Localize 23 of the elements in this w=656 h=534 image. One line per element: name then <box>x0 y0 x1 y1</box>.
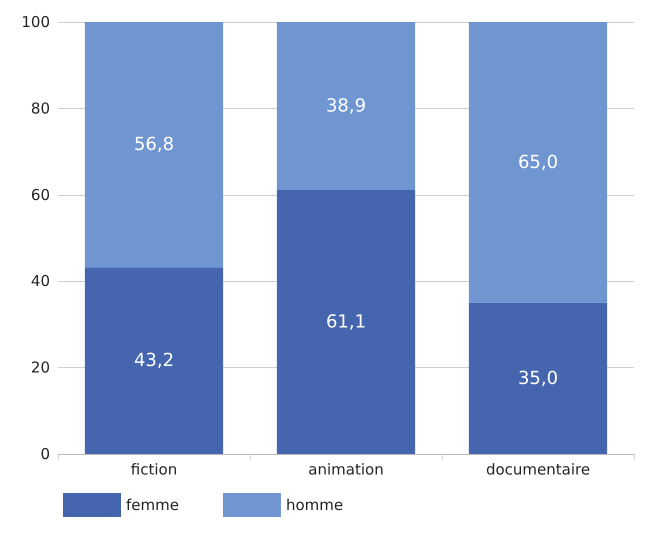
y-tick-label: 0 <box>40 445 50 463</box>
bar <box>276 22 416 190</box>
data-label: 43,2 <box>134 350 174 372</box>
bar <box>276 190 416 454</box>
y-tick-label: 80 <box>30 99 50 118</box>
legend-label: homme <box>286 496 344 514</box>
data-label: 38,9 <box>326 96 366 117</box>
bar <box>468 22 608 303</box>
y-tick-label: 40 <box>30 272 50 290</box>
y-tick-label: 60 <box>30 186 50 204</box>
data-label: 35,0 <box>518 368 558 389</box>
data-label: 65,0 <box>518 152 558 173</box>
y-tick-label: 100 <box>21 13 50 31</box>
x-tick-label: fiction <box>130 460 178 478</box>
legend-label: femme <box>126 496 179 514</box>
data-label: 56,8 <box>134 134 174 156</box>
data-label: 61,1 <box>326 312 366 333</box>
x-tick-label: documentaire <box>486 460 590 478</box>
bar <box>84 22 224 268</box>
bar <box>84 267 224 454</box>
x-tick-label: animation <box>308 460 384 478</box>
y-tick-label: 20 <box>30 358 50 377</box>
bar <box>468 302 608 454</box>
